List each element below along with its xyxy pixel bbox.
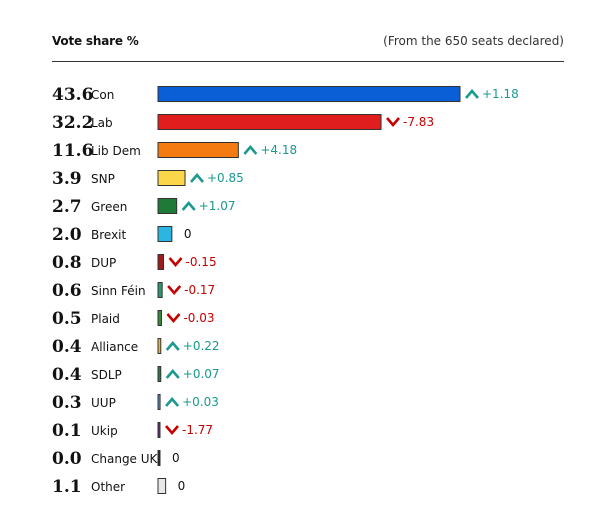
up-arrow-icon bbox=[181, 201, 196, 211]
change-value: 0 bbox=[178, 479, 186, 493]
down-arrow-icon bbox=[386, 117, 401, 127]
vote-share-value: 32.2 bbox=[52, 113, 93, 133]
chart-title: Vote share % bbox=[52, 34, 139, 48]
down-arrow-icon bbox=[166, 313, 181, 323]
bar bbox=[157, 142, 239, 158]
bar bbox=[157, 366, 162, 382]
vote-share-value: 0.8 bbox=[52, 253, 82, 273]
party-label: Green bbox=[91, 200, 127, 214]
party-label: Alliance bbox=[91, 340, 138, 354]
change-value: +0.07 bbox=[183, 367, 220, 381]
party-label: Ukip bbox=[91, 424, 118, 438]
bar-row: 0.1 Ukip -1.77 bbox=[52, 421, 213, 441]
vote-share-value: 0.4 bbox=[52, 365, 82, 385]
up-arrow-icon bbox=[165, 341, 180, 351]
chart-subtitle: (From the 650 seats declared) bbox=[383, 34, 564, 48]
change-value: -1.77 bbox=[182, 423, 213, 437]
vote-share-value: 43.6 bbox=[52, 85, 93, 105]
bar-row: 0.0 Change UK 0 bbox=[52, 449, 180, 469]
change-value: +0.85 bbox=[207, 171, 244, 185]
bar-row: 2.0 Brexit 0 bbox=[52, 225, 191, 245]
vote-share-value: 3.9 bbox=[52, 169, 82, 189]
party-label: Lib Dem bbox=[91, 144, 141, 158]
change-value: -0.15 bbox=[186, 255, 217, 269]
bar bbox=[157, 338, 162, 354]
change-value: 0 bbox=[184, 227, 192, 241]
bar-row: 0.8 DUP -0.15 bbox=[52, 253, 217, 273]
down-arrow-icon bbox=[165, 425, 179, 435]
bar bbox=[157, 170, 186, 186]
vote-share-value: 2.0 bbox=[52, 225, 82, 245]
up-arrow-icon bbox=[190, 173, 205, 183]
vote-share-value: 0.0 bbox=[52, 449, 82, 469]
party-label: Brexit bbox=[91, 228, 127, 242]
party-label: SNP bbox=[91, 172, 115, 186]
bar-row: 0.4 SDLP +0.07 bbox=[52, 365, 220, 385]
bar bbox=[157, 226, 173, 242]
bar bbox=[157, 450, 161, 466]
bar bbox=[157, 478, 167, 494]
bar-row: 3.9 SNP +0.85 bbox=[52, 169, 244, 189]
bar bbox=[157, 282, 163, 298]
vote-share-value: 1.1 bbox=[52, 477, 82, 497]
change-value: +1.07 bbox=[199, 199, 236, 213]
chart-header: Vote share % (From the 650 seats declare… bbox=[52, 34, 564, 54]
change-value: -7.83 bbox=[403, 115, 434, 129]
vote-share-value: 0.6 bbox=[52, 281, 82, 301]
bar bbox=[157, 86, 461, 102]
party-label: Lab bbox=[91, 116, 113, 130]
party-label: Con bbox=[91, 88, 114, 102]
bar-row: 0.3 UUP +0.03 bbox=[52, 393, 219, 413]
bar bbox=[157, 394, 161, 410]
vote-share-value: 0.5 bbox=[52, 309, 82, 329]
change-value: -0.17 bbox=[184, 283, 215, 297]
party-label: UUP bbox=[91, 396, 116, 410]
vote-share-value: 0.3 bbox=[52, 393, 82, 413]
vote-share-value: 0.1 bbox=[52, 421, 82, 441]
up-arrow-icon bbox=[165, 397, 180, 407]
change-value: +4.18 bbox=[260, 143, 297, 157]
bar bbox=[157, 114, 382, 130]
party-label: Plaid bbox=[91, 312, 120, 326]
bar-row: 2.7 Green +1.07 bbox=[52, 197, 235, 217]
vote-share-value: 11.6 bbox=[52, 141, 93, 161]
vote-share-value: 2.7 bbox=[52, 197, 82, 217]
bar-row: 1.1 Other 0 bbox=[52, 477, 185, 497]
party-label: DUP bbox=[91, 256, 116, 270]
party-label: Change UK bbox=[91, 452, 159, 466]
change-value: -0.03 bbox=[183, 311, 214, 325]
bar bbox=[157, 422, 161, 438]
header-divider bbox=[52, 61, 564, 62]
change-value: +0.03 bbox=[182, 395, 219, 409]
party-label: Sinn Féin bbox=[91, 284, 146, 298]
bar bbox=[157, 198, 178, 214]
bar-row: 0.6 Sinn Féin -0.17 bbox=[52, 281, 215, 301]
bar-row: 0.5 Plaid -0.03 bbox=[52, 309, 215, 329]
up-arrow-icon bbox=[165, 369, 180, 379]
bar bbox=[157, 254, 165, 270]
bar-row: 0.4 Alliance +0.22 bbox=[52, 337, 220, 357]
down-arrow-icon bbox=[168, 257, 183, 267]
vote-share-value: 0.4 bbox=[52, 337, 82, 357]
party-label: Other bbox=[91, 480, 125, 494]
change-value: +1.18 bbox=[482, 87, 519, 101]
bar bbox=[157, 310, 162, 326]
up-arrow-icon bbox=[243, 145, 258, 155]
down-arrow-icon bbox=[167, 285, 182, 295]
change-value: 0 bbox=[172, 451, 180, 465]
party-label: SDLP bbox=[91, 368, 122, 382]
change-value: +0.22 bbox=[183, 339, 220, 353]
up-arrow-icon bbox=[465, 89, 479, 99]
